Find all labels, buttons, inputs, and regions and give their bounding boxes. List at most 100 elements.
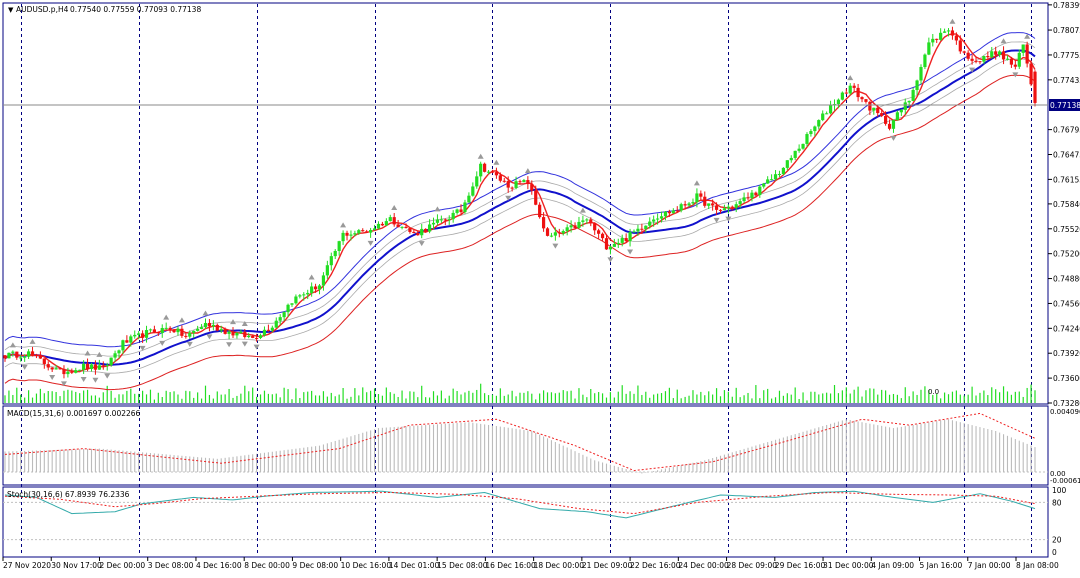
candle-body [911, 90, 915, 101]
candle-body [313, 286, 318, 290]
candle-body [361, 230, 365, 232]
candle-body [986, 56, 990, 58]
time-tick-label: 16 Dec 16:00 [485, 561, 536, 570]
period-separators [21, 4, 1032, 556]
time-tick-label: 18 Dec 00:00 [534, 561, 585, 570]
fractal-up-arrow [391, 205, 398, 211]
candle-body [828, 105, 833, 114]
candle-body [15, 351, 19, 358]
candle-body [471, 186, 475, 196]
candle-body [868, 101, 872, 111]
candle-body [655, 218, 660, 220]
price-axis[interactable]: 0.78399 0.78075 0.77755 0.77435 0.76795 0.764… [1048, 1, 1080, 408]
candle-body [424, 228, 428, 232]
candle-body [431, 222, 436, 225]
candle-body [247, 335, 251, 338]
candle-body [887, 123, 892, 129]
chart-collapse-icon[interactable]: ▼ [8, 6, 14, 14]
time-tick-label: 4 Dec 16:00 [196, 561, 242, 570]
candle-body [534, 190, 538, 205]
candle-body [785, 160, 789, 168]
candle-body [998, 51, 1002, 55]
fractal-down-arrow [713, 217, 720, 223]
candle-body [168, 327, 172, 330]
candle-body [907, 100, 911, 103]
price-tick-label: 0.76155 [1053, 175, 1080, 184]
candle-body [805, 134, 809, 144]
candle-body [34, 355, 39, 357]
candle-body [455, 209, 459, 213]
candlesticks [3, 26, 1037, 379]
candle-body [777, 173, 782, 175]
candle-body [1029, 63, 1033, 85]
candle-body [624, 238, 628, 242]
candle-body [750, 192, 754, 199]
volume-value-label: 0.0 [928, 388, 939, 396]
candle-body [923, 54, 927, 68]
price-tick-label: 0.77435 [1053, 76, 1080, 85]
candle-body [1013, 64, 1017, 67]
candle-body [164, 327, 168, 329]
fractal-down-arrow [367, 240, 374, 246]
candle-body [506, 181, 510, 188]
lower-envelope-line [4, 74, 1036, 391]
macd-pane-frame [2, 405, 1049, 486]
candle-body [915, 80, 919, 91]
candle-body [156, 332, 160, 334]
candle-body [608, 246, 613, 250]
candle-body [1009, 58, 1014, 65]
stochastic-indicator [4, 490, 1036, 519]
candle-body [30, 351, 35, 356]
candle-body [255, 337, 259, 339]
macd-tick-label: 0.004096 [1050, 408, 1080, 416]
candle-body [770, 179, 774, 181]
volume-bars [4, 383, 1036, 403]
candle-body [270, 327, 274, 331]
candle-body [412, 231, 416, 234]
candle-body [640, 228, 644, 230]
candle-body [451, 212, 455, 220]
candle-body [620, 238, 624, 243]
time-tick-label: 21 Dec 09:00 [582, 561, 633, 570]
candle-body [109, 357, 113, 365]
candle-body [711, 203, 715, 206]
candle-body [345, 232, 349, 236]
candle-body [207, 322, 212, 327]
candle-body [707, 203, 711, 206]
fractal-up-arrow [308, 274, 315, 280]
candle-body [762, 183, 766, 187]
fractal-down-arrow [627, 249, 634, 255]
price-tick-label: 0.78075 [1053, 26, 1080, 35]
fractal-down-arrow [418, 241, 425, 247]
stoch-main-line [4, 490, 1036, 519]
fractal-up-arrow [84, 350, 91, 356]
candle-body [498, 175, 502, 181]
candle-body [872, 107, 876, 111]
candle-body [26, 351, 31, 357]
time-axis[interactable]: 27 Nov 2020 30 Nov 17:002 Dec 00:00 3 Dec … [2, 557, 1059, 570]
candle-body [3, 355, 7, 359]
stoch-tick-label: 80 [1052, 498, 1062, 507]
candle-body [919, 67, 923, 81]
fractal-down-arrow [241, 341, 248, 347]
fractal-down-arrow [159, 340, 166, 346]
candle-body [840, 92, 844, 100]
candle-body [1033, 71, 1037, 103]
candle-body [70, 371, 74, 373]
stoch-tick-label: 20 [1052, 536, 1062, 545]
fractal-down-arrow [92, 377, 99, 383]
candle-body [298, 295, 302, 297]
candle-body [679, 204, 683, 211]
candle-body [463, 202, 467, 213]
candle-body [844, 92, 848, 94]
candle-body [722, 208, 727, 211]
candle-body [62, 369, 66, 375]
macd-signal-line [4, 412, 1036, 472]
candle-body [125, 340, 129, 343]
candle-body [899, 109, 903, 113]
